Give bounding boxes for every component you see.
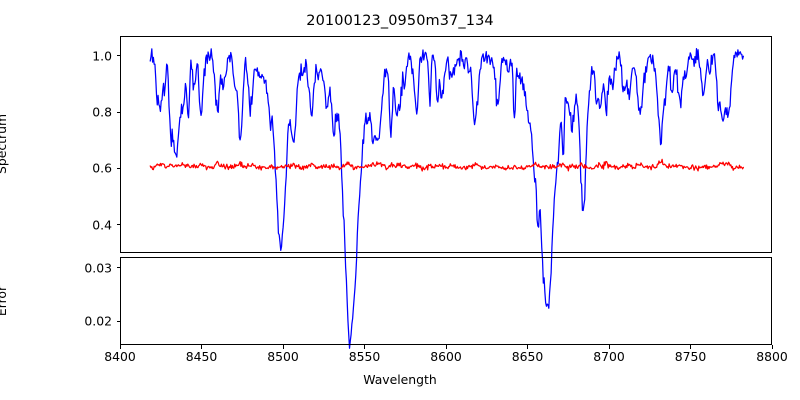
xtick-label: 8600 bbox=[430, 349, 462, 364]
error-trace bbox=[150, 159, 743, 171]
spectrum-ytick-tickmark bbox=[116, 224, 120, 226]
error-ytick-tickmark bbox=[116, 320, 120, 322]
spectrum-ytick-tickmark bbox=[116, 55, 120, 57]
xtick-mark bbox=[527, 345, 529, 349]
xtick-mark bbox=[690, 345, 692, 349]
xtick-mark bbox=[771, 345, 773, 349]
xtick-mark bbox=[445, 345, 447, 349]
chart-title: 20100123_0950m37_134 bbox=[306, 13, 494, 29]
spectrum-ytick-label: 0.6 bbox=[92, 160, 112, 176]
spectrum-ytick-label: 1.0 bbox=[92, 48, 112, 64]
xtick-label: 8500 bbox=[267, 349, 299, 364]
wavelength-axis-label: Wavelength bbox=[363, 372, 437, 387]
spectrum-axis-label: Spectrum bbox=[0, 113, 9, 175]
spectrum-ytick-tickmark bbox=[116, 111, 120, 113]
error-ytick-label: 0.03 bbox=[84, 260, 112, 276]
error-axes bbox=[120, 257, 772, 345]
xtick-label: 8700 bbox=[593, 349, 625, 364]
spectrum-axes bbox=[120, 36, 772, 253]
xtick-label: 8750 bbox=[674, 349, 707, 364]
xtick-label: 8400 bbox=[104, 349, 136, 364]
xtick-label: 8800 bbox=[756, 349, 788, 364]
xtick-group: 8400 8450 8500 8550 8600 8650 8700 8750 8800 bbox=[0, 345, 800, 367]
xtick-label: 8550 bbox=[348, 349, 381, 364]
xtick-mark bbox=[201, 345, 203, 349]
spectrum-ytick-tickmark bbox=[116, 167, 120, 169]
spectrum-trace bbox=[150, 49, 743, 349]
xtick-mark bbox=[608, 345, 610, 349]
xtick-label: 8650 bbox=[511, 349, 544, 364]
xtick-mark bbox=[364, 345, 366, 349]
xtick-mark bbox=[282, 345, 284, 349]
error-axis-label: Error bbox=[0, 285, 9, 317]
error-ytick-tickmark bbox=[116, 267, 120, 269]
spectrum-ytick-label: 0.4 bbox=[92, 217, 112, 233]
xtick-label: 8450 bbox=[185, 349, 218, 364]
spectrum-line-series bbox=[121, 37, 771, 252]
error-line-series bbox=[121, 258, 771, 344]
spectrum-ytick-label: 0.8 bbox=[92, 104, 112, 120]
xtick-mark bbox=[119, 345, 121, 349]
error-ytick-label: 0.02 bbox=[84, 313, 112, 329]
